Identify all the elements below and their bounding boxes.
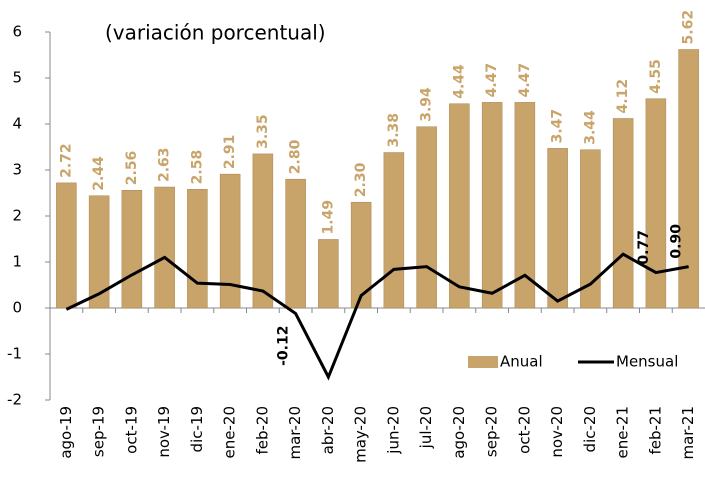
bar [416,126,437,309]
bar-value-label: 3.47 [550,109,566,144]
x-tick-label: ago-19 [57,406,75,459]
bar-value-label: 3.44 [582,110,598,145]
x-tick-label: dic-20 [581,406,599,452]
x-tick-label: dic-19 [188,406,206,452]
chart-subtitle: (variación porcentual) [105,21,326,45]
bar-value-label: 4.12 [615,79,631,114]
bar [350,201,372,309]
line [65,252,689,381]
x-tick-label: jun-20 [384,406,402,455]
line-value-label: 0.77 [636,230,652,265]
bar-value-label: 2.58 [189,150,205,185]
x-tick-label: oct-20 [515,406,533,454]
bar [678,49,699,309]
x-tick-label: mar-21 [679,406,697,460]
bar-value-label: 4.47 [517,63,533,98]
legend-label: Anual [500,353,543,371]
bar [187,189,208,309]
bar-value-label: 5.62 [681,10,697,45]
bar-value-label: 4.47 [484,63,500,98]
x-tick-label: ene-20 [221,406,239,458]
bar-value-label: 3.35 [255,114,271,149]
x-tick-label: oct-19 [122,406,140,454]
y-tick-label: 2 [12,207,22,225]
x-tick-label: ene-21 [614,406,632,458]
bar-value-label: 2.56 [124,151,140,186]
bar [449,103,470,309]
x-tick-label: nov-19 [155,406,173,458]
y-tick-label: 4 [12,115,22,133]
legend-swatch [468,356,498,368]
bar [514,102,536,309]
bar [580,149,601,309]
x-tick-label: sep-20 [483,406,501,457]
bar [383,152,405,309]
x-tick-label: jul-20 [417,406,435,449]
x-tick-label: sep-19 [90,406,108,457]
bar [121,189,143,309]
y-tick-label: 0 [12,299,22,317]
line-value-label: 0.90 [669,224,685,259]
bar-value-label: 2.91 [222,135,238,170]
bar [154,186,175,309]
bar-value-label: 3.38 [386,113,402,148]
x-tick-label: feb-21 [646,406,664,455]
y-tick-label: 6 [12,23,22,41]
y-tick-label: -2 [7,391,22,409]
y-tick-label: 1 [12,253,22,271]
x-tick-label: feb-20 [253,406,271,455]
bar-value-label: 2.30 [353,162,369,197]
y-tick-label: 5 [12,69,22,87]
bar [252,153,274,309]
y-tick-label: 3 [12,161,22,179]
bar-value-label: 2.72 [58,143,74,178]
x-tick-label: nov-20 [548,406,566,458]
bar-value-label: 3.94 [419,87,435,122]
bar-value-label: 1.49 [320,200,336,235]
bar-value-label: 2.63 [157,147,173,182]
x-tick-label: may-20 [352,406,370,463]
x-tick-label: abr-20 [319,406,337,454]
bar-value-label: 2.44 [91,156,107,191]
bar [318,239,339,309]
x-tick-label: ago-20 [450,406,468,459]
bar-value-label: 4.55 [648,59,664,94]
bar-value-label: 2.80 [288,139,304,174]
bar [481,102,503,309]
bar-value-label: 4.44 [451,64,467,99]
bar [56,182,77,309]
bar [285,178,306,309]
x-tick-label: mar-20 [286,406,304,460]
bar [645,98,667,309]
bar [547,148,568,309]
bar [88,195,110,309]
y-tick-label: -1 [7,345,22,363]
line-value-label: -0.12 [276,326,292,366]
bar [219,173,241,309]
bar [612,118,634,309]
legend-label: Mensual [616,353,678,371]
